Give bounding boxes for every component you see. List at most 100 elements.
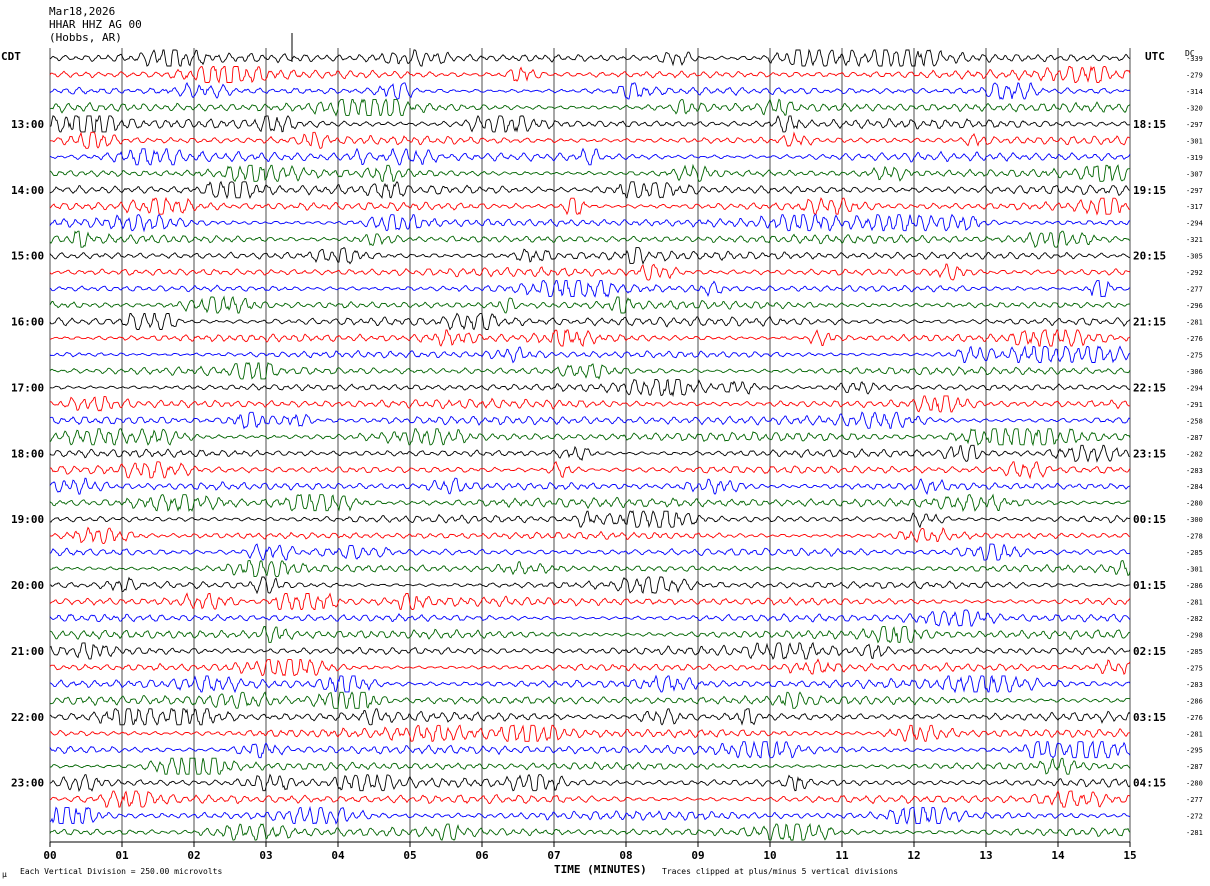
left-hour-label: 17:00 [11, 381, 44, 394]
x-tick-label: 05 [403, 849, 416, 862]
dc-offset-label: -297 [1186, 187, 1203, 195]
trace-row-48 [49, 823, 1131, 841]
x-tick-label: 08 [619, 849, 632, 862]
dc-offset-label: -296 [1186, 302, 1203, 310]
trace-row-10 [49, 196, 1131, 216]
trace-row-35 [49, 609, 1131, 627]
trace-row-38 [49, 658, 1131, 677]
dc-offset-label: -292 [1186, 269, 1203, 277]
x-tick-label: 02 [187, 849, 200, 862]
trace-row-1 [49, 48, 1131, 68]
dc-offset-label: -297 [1186, 121, 1203, 129]
left-timezone-label: CDT [1, 50, 21, 63]
clip-note: Traces clipped at plus/minus 5 vertical … [662, 867, 899, 876]
trace-row-45 [49, 773, 1131, 792]
dc-offset-label: -277 [1186, 286, 1203, 294]
trace-row-24 [49, 428, 1131, 447]
dc-offset-labels: -339 -279 -314 -320 -297 -301 -319 -307 -297 -317… [1186, 55, 1203, 837]
trace-row-26 [49, 460, 1131, 480]
trace-row-33 [49, 576, 1131, 595]
dc-offset-label: -306 [1186, 368, 1203, 376]
trace-row-11 [49, 213, 1131, 233]
dc-offset-label: -282 [1186, 450, 1203, 458]
trace-row-5 [49, 114, 1131, 133]
left-hour-label: 14:00 [11, 184, 44, 197]
left-hour-label: 19:00 [11, 513, 44, 526]
trace-row-29 [49, 510, 1130, 529]
dc-offset-label: -339 [1186, 55, 1203, 63]
trace-row-47 [49, 805, 1131, 825]
trace-row-17 [49, 312, 1131, 331]
dc-offset-label: -281 [1186, 319, 1203, 327]
x-axis-ticks: 00 01 02 03 04 05 06 07 08 09 10 11 12 13 14 15 [43, 842, 1137, 862]
right-hour-label: 03:15 [1133, 711, 1166, 724]
x-tick-label: 07 [547, 849, 560, 862]
trace-row-4 [49, 98, 1131, 117]
right-hour-label: 22:15 [1133, 381, 1166, 394]
trace-row-19 [49, 345, 1131, 364]
x-tick-label: 09 [691, 849, 704, 862]
trace-row-3 [49, 82, 1131, 100]
trace-row-32 [50, 559, 1131, 578]
right-hour-label: 18:15 [1133, 118, 1166, 131]
dc-offset-label: -319 [1186, 154, 1203, 162]
trace-row-30 [49, 526, 1131, 545]
dc-offset-label: -286 [1186, 697, 1203, 705]
x-tick-label: 04 [331, 849, 345, 862]
trace-row-23 [49, 411, 1131, 430]
right-hour-label: 00:15 [1133, 513, 1166, 526]
dc-offset-label: -280 [1186, 780, 1203, 788]
dc-offset-label: -281 [1186, 730, 1203, 738]
dc-offset-label: -282 [1186, 615, 1203, 623]
scale-note: Each Vertical Division = 250.00 microvol… [20, 867, 223, 876]
dc-offset-label: -294 [1186, 384, 1203, 392]
right-hour-label: 20:15 [1133, 250, 1166, 263]
trace-row-42 [50, 724, 1131, 742]
station-location: (Hobbs, AR) [49, 31, 122, 44]
dc-offset-label: -284 [1186, 483, 1203, 491]
trace-row-39 [49, 674, 1131, 694]
left-hour-label: 15:00 [11, 250, 44, 263]
trace-row-44 [49, 757, 1131, 775]
trace-row-34 [49, 592, 1131, 611]
chart-date: Mar18,2026 [49, 5, 116, 18]
dc-offset-label: -281 [1186, 829, 1203, 837]
trace-row-7 [49, 147, 1131, 166]
dc-offset-label: -305 [1186, 253, 1203, 261]
dc-offset-label: -294 [1186, 220, 1203, 228]
dc-offset-label: -291 [1186, 401, 1203, 409]
dc-offset-label: -300 [1186, 516, 1203, 524]
trace-row-43 [49, 740, 1131, 759]
right-hour-label: 04:15 [1133, 777, 1166, 790]
trace-row-9 [49, 180, 1131, 200]
dc-offset-label: -276 [1186, 335, 1203, 343]
dc-offset-label: -301 [1186, 566, 1203, 574]
time-gridlines [49, 48, 1131, 843]
dc-offset-label: -286 [1186, 582, 1203, 590]
x-tick-label: 15 [1123, 849, 1136, 862]
right-hour-label: 01:15 [1133, 579, 1166, 592]
station-code: HHAR HHZ AG 00 [49, 18, 142, 31]
right-hour-label: 21:15 [1133, 316, 1166, 329]
dc-offset-label: -258 [1186, 417, 1203, 425]
right-hour-label: 19:15 [1133, 184, 1166, 197]
dc-offset-label: -320 [1186, 104, 1203, 112]
left-hour-label: 18:00 [11, 447, 44, 460]
dc-offset-label: -295 [1186, 747, 1203, 755]
dc-offset-label: -285 [1186, 648, 1203, 656]
dc-offset-label: -280 [1186, 500, 1203, 508]
trace-row-6 [49, 131, 1131, 149]
x-tick-label: 10 [763, 849, 776, 862]
header-block: Mar18,2026 HHAR HHZ AG 00 (Hobbs, AR) [49, 5, 142, 44]
dc-offset-label: -283 [1186, 467, 1203, 475]
left-hour-label: 22:00 [11, 711, 44, 724]
dc-offset-label: -279 [1186, 71, 1203, 79]
trace-row-16 [49, 295, 1131, 314]
dc-offset-label: -275 [1186, 664, 1203, 672]
dc-offset-label: -301 [1186, 137, 1203, 145]
x-tick-label: 12 [907, 849, 920, 862]
trace-row-27 [49, 477, 1131, 495]
dc-offset-label: -287 [1186, 434, 1203, 442]
trace-row-8 [49, 163, 1131, 183]
